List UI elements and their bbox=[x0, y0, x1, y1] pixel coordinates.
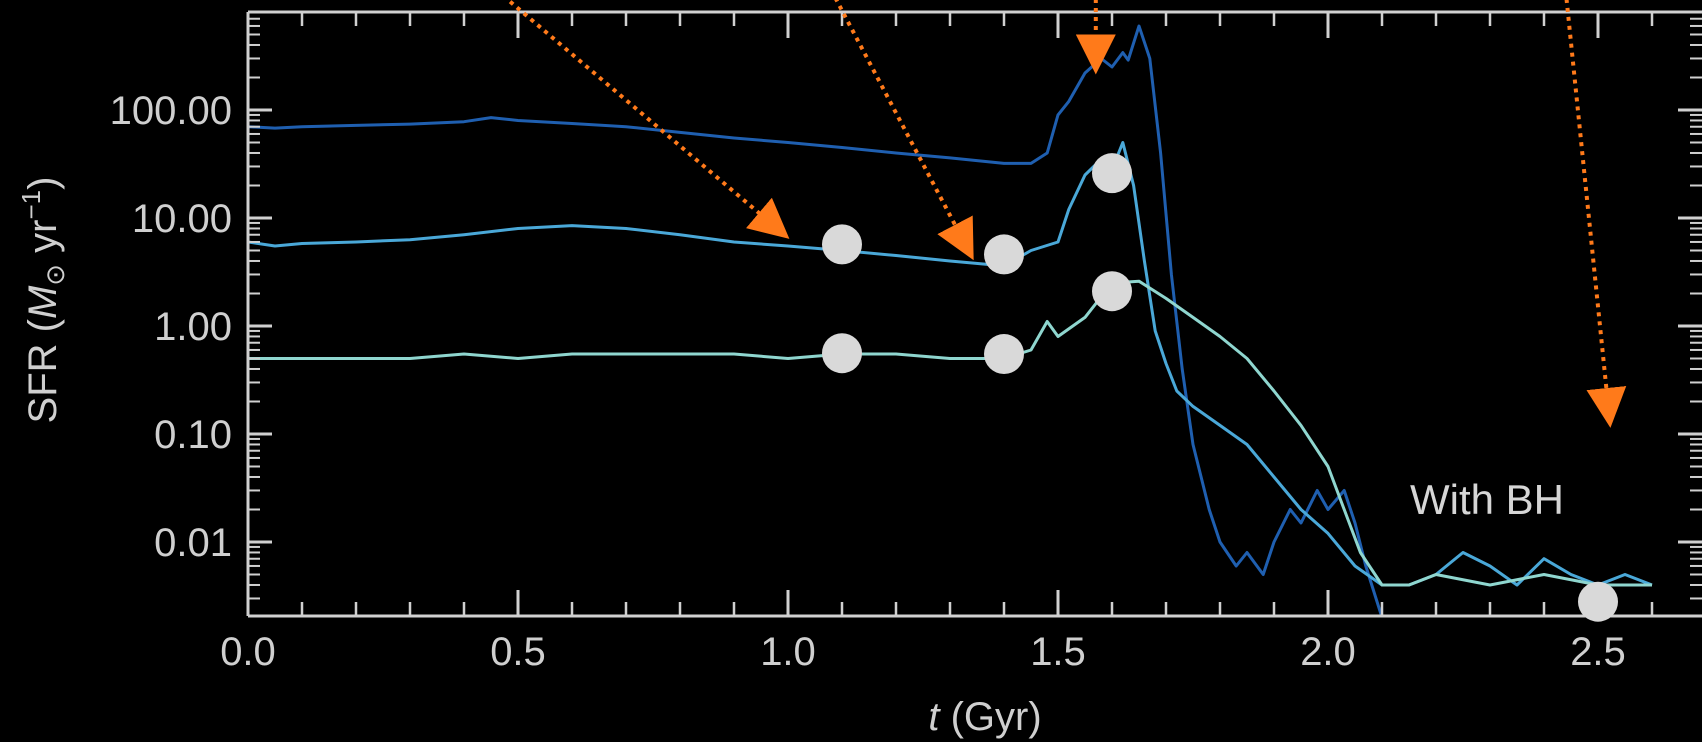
x-tick-label: 1.0 bbox=[760, 630, 816, 674]
sfr-series-line-1 bbox=[248, 24, 1384, 616]
pointer-arrow bbox=[834, 0, 974, 261]
x-tick-label: 1.5 bbox=[1030, 630, 1086, 674]
x-tick-label: 2.5 bbox=[1570, 630, 1626, 674]
y-tick-label: 0.10 bbox=[154, 413, 232, 457]
y-tick-label: 10.00 bbox=[132, 197, 232, 241]
x-axis-title: t (Gyr) bbox=[928, 695, 1041, 739]
snapshot-marker bbox=[984, 234, 1024, 275]
snapshot-marker bbox=[822, 333, 862, 374]
x-tick-label: 0.5 bbox=[490, 630, 546, 674]
sfr-series-line-3 bbox=[248, 279, 1652, 587]
snapshot-marker bbox=[822, 224, 862, 265]
snapshot-marker bbox=[1578, 581, 1618, 622]
with-bh-annotation: With BH bbox=[1410, 476, 1564, 523]
y-tick-label: 0.01 bbox=[154, 521, 232, 565]
snapshot-marker bbox=[984, 334, 1024, 375]
arrows-layer bbox=[505, 0, 1627, 428]
markers-layer bbox=[822, 153, 1618, 622]
x-tick-label: 2.0 bbox=[1300, 630, 1356, 674]
snapshot-marker bbox=[1092, 153, 1132, 194]
axes: 0.0 0.5 1.0 1.5 2.0 2.5 0.01 0.10 1.00 10.00 100.0… bbox=[110, 10, 1702, 674]
pointer-arrow bbox=[1564, 0, 1627, 428]
y-axis-title: SFR (M⊙ yr−1) bbox=[16, 177, 70, 424]
y-tick-label: 1.00 bbox=[154, 305, 232, 349]
series-layer bbox=[248, 24, 1653, 616]
pointer-arrow bbox=[505, 0, 790, 239]
snapshot-marker bbox=[1092, 271, 1132, 312]
x-tick-label: 0.0 bbox=[220, 630, 276, 674]
y-tick-label: 100.00 bbox=[110, 89, 232, 133]
